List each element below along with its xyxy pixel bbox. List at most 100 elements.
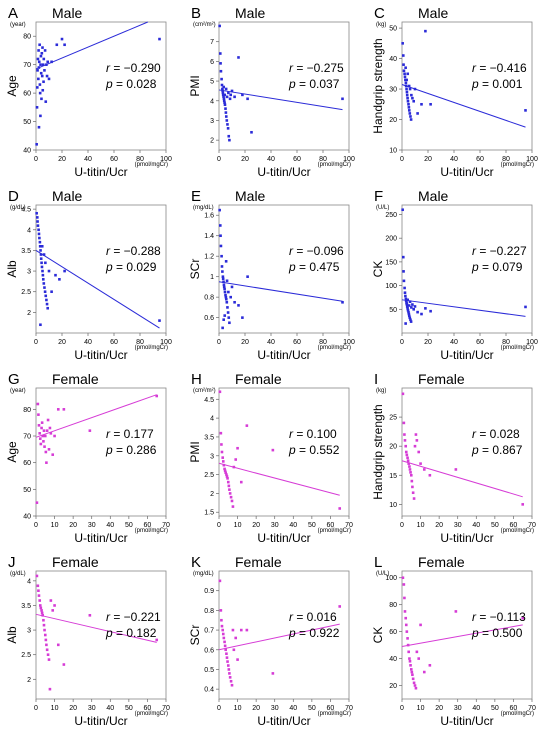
- y-tick-label: 25: [389, 415, 397, 422]
- y-tick-label: 10: [389, 148, 397, 155]
- data-point: [220, 254, 223, 258]
- x-tick-label: 20: [252, 705, 260, 712]
- x-axis-label: U-titin/Ucr: [74, 348, 127, 362]
- data-point: [409, 473, 413, 477]
- data-point: [35, 211, 38, 215]
- plot-frame: [218, 21, 350, 151]
- data-point: [403, 596, 406, 600]
- data-point: [429, 309, 432, 313]
- y-tick-label: 200: [385, 236, 397, 243]
- data-point: [246, 275, 249, 278]
- data-point: [250, 130, 253, 134]
- x-axis-label: U-titin/Ucr: [257, 348, 310, 362]
- panel-letter: F: [374, 188, 383, 205]
- panel-a: A Male (year) Age 40 50 60 70 80 0 20 40 60 80 100(pmo…: [5, 5, 172, 179]
- x-tick-label: 40: [106, 705, 114, 712]
- stat-p: p = 0.475: [288, 260, 340, 274]
- trend-line: [35, 21, 148, 70]
- data-point: [41, 88, 45, 92]
- x-tick-label: 70: [162, 705, 170, 712]
- x-tick-label: 0: [217, 522, 221, 529]
- data-point: [404, 294, 407, 298]
- panel-group-title: Female: [52, 371, 99, 387]
- data-point: [230, 89, 234, 93]
- data-point: [40, 611, 44, 615]
- data-point: [411, 491, 415, 495]
- y-tick-label: 15: [389, 473, 397, 480]
- data-point: [227, 290, 230, 294]
- data-point: [233, 300, 236, 304]
- data-point: [45, 461, 48, 464]
- panel-e: E Male (mg/dL) SCr 0.6 0.8 1 1.2 1.4 1.6 0 20 40 60 80…: [188, 188, 355, 362]
- x-tick-label: 40: [289, 522, 297, 529]
- x-tick-label: 60: [293, 156, 301, 163]
- data-point: [47, 77, 51, 81]
- data-point: [49, 599, 53, 602]
- stat-r: r = −0.290: [106, 61, 161, 75]
- panel-letter: L: [374, 554, 382, 571]
- x-tick-label: 0: [400, 156, 404, 163]
- y-tick-label: 150: [385, 259, 397, 266]
- y-tick-label: 80: [389, 602, 397, 609]
- data-point: [155, 638, 159, 642]
- x-unit-label: (pmol/mgCr): [318, 345, 351, 351]
- data-point: [218, 24, 221, 28]
- x-tick-label: 100: [526, 339, 538, 346]
- y-tick-label: 0.5: [204, 667, 214, 674]
- data-point: [220, 443, 223, 446]
- trend-line: [401, 624, 523, 647]
- data-point: [220, 83, 224, 87]
- data-point: [239, 480, 243, 484]
- y-axis-label: PMI: [188, 75, 202, 96]
- data-point: [219, 609, 223, 612]
- data-point: [403, 439, 407, 442]
- data-point: [36, 69, 39, 72]
- y-tick-label: 4.5: [21, 207, 31, 214]
- data-point: [55, 43, 59, 47]
- stat-r: r = −0.227: [472, 244, 527, 258]
- data-point: [35, 143, 38, 146]
- data-point: [407, 650, 410, 654]
- trend-line: [35, 394, 157, 438]
- data-point: [36, 86, 39, 89]
- x-tick-label: 0: [34, 705, 38, 712]
- data-point: [406, 456, 409, 460]
- data-point: [409, 471, 412, 474]
- data-point: [225, 95, 229, 99]
- data-point: [338, 605, 342, 608]
- x-tick-label: 60: [110, 156, 118, 163]
- y-tick-label: 0.7: [204, 628, 214, 635]
- data-point: [220, 265, 224, 268]
- data-point: [56, 643, 60, 647]
- panel-group-title: Female: [52, 554, 99, 570]
- data-point: [222, 97, 226, 101]
- data-point: [408, 659, 412, 663]
- data-point: [222, 285, 226, 289]
- x-tick-label: 60: [293, 339, 301, 346]
- panel-group-title: Male: [52, 5, 83, 21]
- y-tick-label: 20: [389, 444, 397, 451]
- data-point: [406, 637, 409, 640]
- data-point: [50, 290, 53, 294]
- panel-g: G Female (year) Age 40 50 60 70 80 0 10 20 30 40 50 60 7…: [5, 371, 170, 545]
- data-point: [232, 648, 236, 652]
- data-point: [35, 501, 39, 504]
- data-point: [221, 632, 225, 636]
- data-point: [422, 670, 426, 674]
- data-point: [409, 320, 413, 323]
- data-point: [224, 293, 227, 297]
- data-point: [241, 316, 244, 319]
- x-tick-label: 60: [144, 522, 152, 529]
- data-point: [39, 63, 42, 66]
- data-point: [521, 616, 525, 620]
- data-point: [88, 614, 92, 617]
- x-tick-label: 80: [502, 156, 510, 163]
- y-unit-label: (kg): [376, 388, 386, 394]
- data-point: [226, 311, 230, 314]
- y-unit-label: (mg/dL): [193, 571, 214, 577]
- data-point: [39, 442, 43, 446]
- data-point: [341, 97, 344, 101]
- panel-letter: E: [191, 188, 201, 205]
- data-point: [39, 257, 43, 260]
